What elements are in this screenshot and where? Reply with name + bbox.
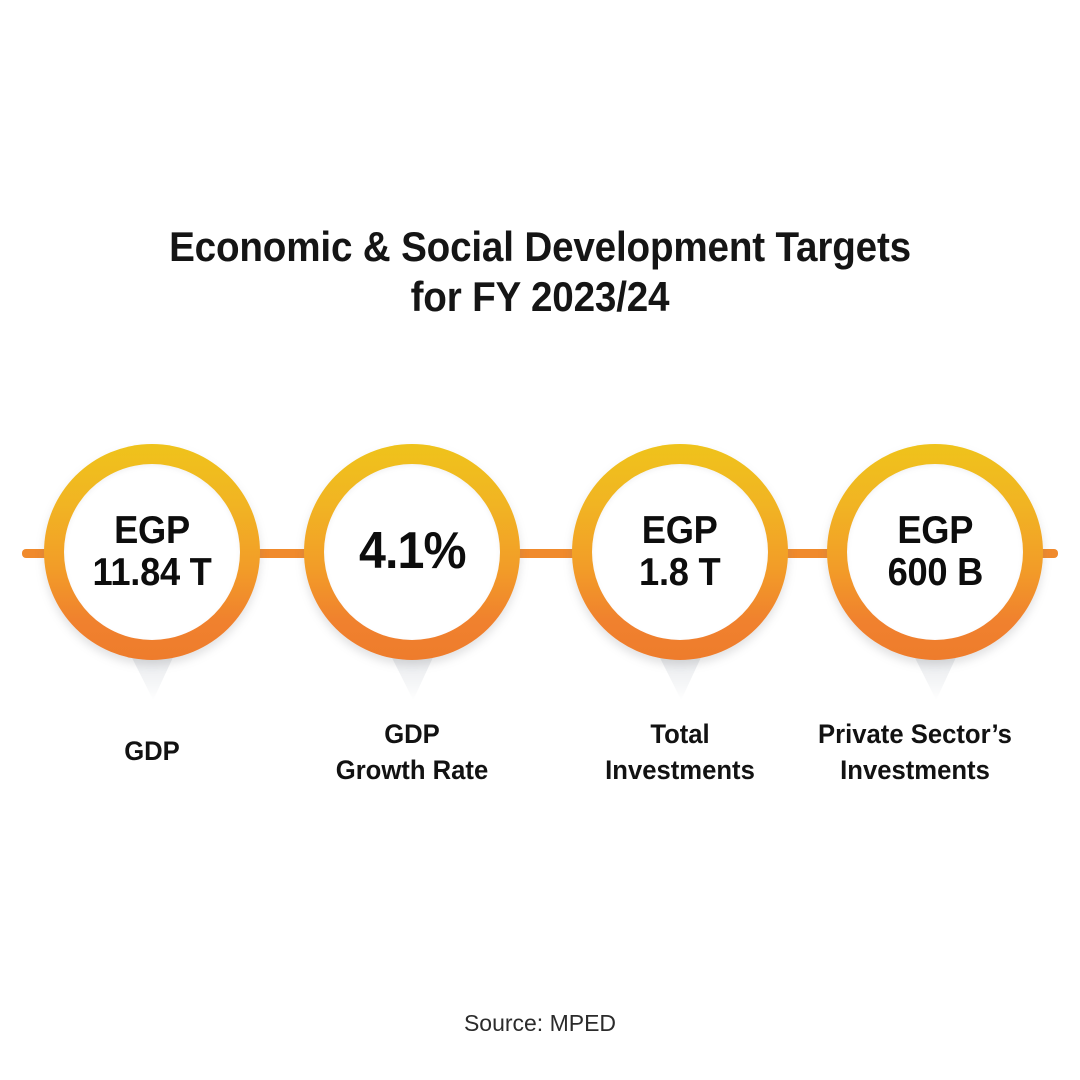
target-caption-gdp-line-1: GDP — [124, 736, 180, 766]
target-caption-private-sector-investments-line-2: Investments — [840, 755, 990, 785]
connector-segment-1-2 — [248, 549, 312, 558]
target-value-gdp-growth-rate: 4.1% — [359, 524, 466, 580]
target-value-total-investments-line-2: 1.8 T — [639, 551, 721, 594]
page-title: Economic & Social Development Targets fo… — [0, 222, 1080, 322]
connector-segment-3-4 — [778, 549, 836, 558]
target-value-private-sector-investments: EGP 600 B — [887, 509, 983, 594]
target-caption-gdp: GDP — [10, 733, 295, 769]
page-title-line-2: for FY 2023/24 — [410, 273, 670, 320]
target-value-private-sector-investments-line-2: 600 B — [887, 551, 983, 594]
target-node-gdp[interactable]: EGP 11.84 T — [44, 444, 260, 660]
target-node-total-investments[interactable]: EGP 1.8 T — [572, 444, 788, 660]
target-caption-gdp-growth-rate: GDP Growth Rate — [270, 716, 555, 788]
target-value-total-investments: EGP 1.8 T — [639, 509, 721, 594]
target-node-face-private-sector-investments: EGP 600 B — [847, 464, 1023, 640]
target-caption-total-investments: Total Investments — [538, 716, 823, 788]
target-value-gdp-growth-rate-line-1: 4.1% — [358, 522, 466, 581]
target-value-gdp-line-1: EGP — [114, 509, 190, 553]
target-node-face-gdp-growth-rate: 4.1% — [324, 464, 500, 640]
target-value-gdp-line-2: 11.84 T — [92, 551, 212, 594]
target-caption-total-investments-line-1: Total — [650, 719, 710, 749]
target-node-face-total-investments: EGP 1.8 T — [592, 464, 768, 640]
target-node-gdp-growth-rate[interactable]: 4.1% — [304, 444, 520, 660]
target-caption-gdp-growth-rate-line-1: GDP — [384, 719, 440, 749]
connector-segment-2-3 — [512, 549, 580, 558]
target-node-face-gdp: EGP 11.84 T — [64, 464, 240, 640]
target-node-private-sector-investments[interactable]: EGP 600 B — [827, 444, 1043, 660]
target-caption-gdp-growth-rate-line-2: Growth Rate — [335, 755, 489, 785]
target-caption-total-investments-line-2: Investments — [605, 755, 755, 785]
target-value-private-sector-investments-line-1: EGP — [897, 509, 973, 553]
page-title-line-1: Economic & Social Development Targets — [169, 223, 911, 270]
target-value-gdp: EGP 11.84 T — [92, 510, 211, 593]
target-caption-private-sector-investments-line-1: Private Sector’s — [818, 719, 1012, 749]
target-caption-private-sector-investments: Private Sector’s Investments — [773, 716, 1058, 788]
source-note: Source: MPED — [463, 1010, 617, 1036]
connector-stub-left — [22, 549, 60, 558]
target-value-total-investments-line-1: EGP — [642, 509, 718, 553]
